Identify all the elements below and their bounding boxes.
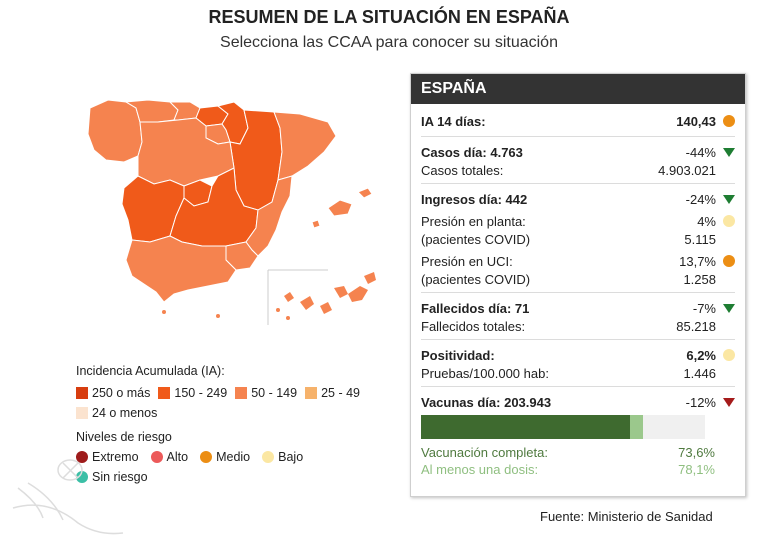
region-cataluna[interactable] (273, 111, 337, 181)
ia-label: IA 14 días: (421, 113, 486, 129)
trend-down-icon (722, 303, 735, 313)
risk-sin-riesgo-dot (76, 471, 88, 483)
legend-swatch (76, 407, 88, 419)
vaccination-bar (421, 415, 705, 439)
spain-summary-panel: ESPAÑA IA 14 días: 140,43 Casos día: 4.7… (410, 73, 746, 497)
vacunas-section: Vacunas día: 203.943 -12% Vacunación com… (421, 387, 735, 479)
legend-item-150: 150 - 249 (158, 386, 227, 400)
bar-vacunacion-completa (421, 415, 631, 439)
pruebas-label: Pruebas/100.000 hab: (421, 365, 549, 381)
positividad-label: Positividad: (421, 347, 495, 363)
legend-swatch (305, 387, 318, 399)
risk-label: Medio (216, 450, 251, 464)
spain-map (87, 99, 376, 325)
fallecidos-change: -7% (692, 300, 716, 316)
fallecidos-label: Fallecidos día: 71 (421, 300, 530, 316)
casos-label: Casos día: 4.763 (421, 144, 523, 160)
legend-label: 250 o más (92, 386, 151, 400)
legend-item-250: 250 o más (76, 386, 150, 400)
positividad-risk-icon (722, 349, 735, 361)
source-note: Fuente: Ministerio de Sanidad (540, 509, 713, 524)
risk-item-medio: Medio (200, 450, 250, 464)
fallecidos-total-label: Fallecidos totales: (421, 318, 526, 334)
page-title: RESUMEN DE LA SITUACIÓN EN ESPAÑA (208, 7, 570, 27)
vacunas-change: -12% (685, 394, 716, 410)
ingresos-section: Ingresos día: 442 -24% Presión en planta… (421, 184, 735, 293)
legend-label: 25 - 49 (321, 386, 360, 400)
fallecidos-total-value: 85.218 (676, 318, 716, 334)
planta-sub-label: (pacientes COVID) (421, 231, 531, 247)
planta-patients: 5.115 (684, 231, 716, 247)
risk-item-extremo: Extremo (76, 450, 139, 464)
legend-label: 24 o menos (92, 406, 158, 420)
region-melilla[interactable] (216, 314, 220, 318)
risk-item-alto: Alto (150, 450, 189, 464)
legend-item-24: 24 o menos (76, 406, 157, 420)
ia-section: IA 14 días: 140,43 (421, 104, 735, 137)
risk-label: Bajo (278, 450, 304, 464)
positividad-section: Positividad: 6,2% Pruebas/100.000 hab: 1… (421, 340, 735, 387)
ia-legend-title: Incidencia Acumulada (IA): (76, 364, 225, 378)
fallecidos-section: Fallecidos día: 71 -7% Fallecidos totale… (421, 293, 735, 340)
bar-al-menos-una-dosis (630, 415, 643, 439)
watermark-logo (12, 459, 124, 535)
casos-section: Casos día: 4.763 -44% Casos totales: 4.9… (421, 137, 735, 184)
panel-title: ESPAÑA (411, 74, 745, 104)
page-subtitle: Selecciona las CCAA para conocer su situ… (220, 34, 558, 51)
vacunas-label: Vacunas día: 203.943 (421, 394, 552, 410)
legend-swatch (235, 387, 248, 399)
legend-label: 50 - 149 (251, 386, 298, 400)
risk-legend-title: Niveles de riesgo (76, 430, 172, 444)
risk-legend: Niveles de riesgo Extremo Alto Medio Baj… (76, 430, 315, 487)
ia-legend: Incidencia Acumulada (IA): 250 o más 150… (76, 364, 368, 423)
risk-bajo-dot (262, 451, 275, 463)
legend-label: 150 - 249 (174, 386, 228, 400)
risk-item-sin-riesgo: Sin riesgo (76, 470, 148, 484)
dosis-label: Al menos una dosis: (421, 462, 539, 477)
legend-item-25: 25 - 49 (305, 386, 360, 400)
uci-sub-label: (pacientes COVID) (421, 271, 531, 287)
risk-label: Sin riesgo (92, 470, 148, 484)
region-andalucia[interactable] (125, 235, 237, 303)
trend-up-icon (722, 397, 735, 407)
ia-risk-icon (722, 115, 735, 127)
risk-medio-dot (200, 451, 213, 463)
casos-total-label: Casos totales: (421, 162, 504, 178)
risk-item-bajo: Bajo (262, 450, 303, 464)
planta-risk-icon (722, 215, 735, 227)
risk-label: Alto (166, 450, 189, 464)
uci-value: 13,7% (679, 253, 716, 269)
trend-down-icon (722, 194, 735, 204)
ingresos-label: Ingresos día: 442 (421, 191, 528, 207)
positividad-value: 6,2% (686, 347, 716, 363)
pruebas-value: 1.446 (683, 365, 716, 381)
casos-total-value: 4.903.021 (658, 162, 716, 178)
region-ceuta[interactable] (162, 310, 166, 314)
planta-value: 4% (697, 213, 716, 229)
trend-down-icon (722, 147, 735, 157)
ia-value: 140,43 (676, 113, 716, 129)
legend-swatch (76, 387, 88, 399)
planta-label: Presión en planta: (421, 213, 526, 229)
legend-item-50: 50 - 149 (235, 386, 297, 400)
completa-value: 73,6% (678, 445, 715, 460)
uci-risk-icon (722, 255, 735, 267)
risk-alto-dot (150, 451, 163, 463)
uci-patients: 1.258 (683, 271, 716, 287)
risk-extremo-dot (76, 451, 88, 463)
casos-change: -44% (685, 144, 716, 160)
risk-label: Extremo (92, 450, 139, 464)
ingresos-change: -24% (685, 191, 716, 207)
dosis-value: 78,1% (678, 462, 715, 477)
uci-label: Presión en UCI: (421, 253, 513, 269)
region-galicia[interactable] (87, 99, 143, 163)
legend-swatch (158, 387, 171, 399)
region-canarias[interactable] (267, 269, 376, 325)
completa-label: Vacunación completa: (421, 445, 548, 460)
region-baleares[interactable] (311, 187, 373, 229)
